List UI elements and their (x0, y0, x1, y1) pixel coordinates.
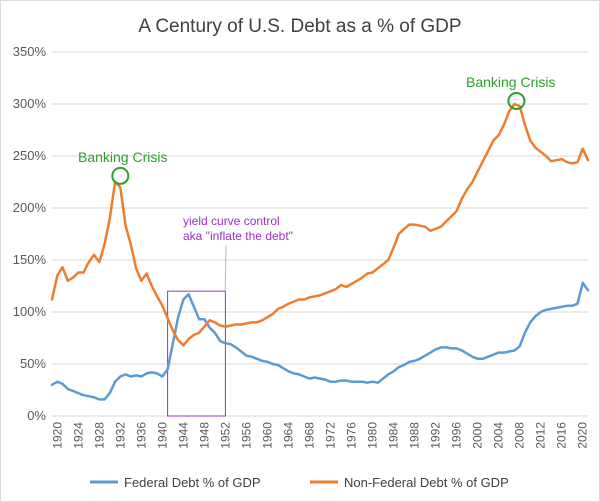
x-tick-label: 1972 (324, 422, 338, 449)
federal-debt-line (50, 281, 590, 401)
x-tick-label: 2012 (534, 422, 548, 449)
annotations: Banking Crisis Banking Crisis yield curve … (78, 74, 555, 292)
annotation-yield-curve-control: yield curve control (183, 214, 280, 228)
x-tick-label: 1920 (50, 422, 64, 449)
x-tick-label: 1960 (260, 422, 274, 449)
x-tick-label: 1952 (218, 422, 232, 449)
crisis-circle-2007 (507, 91, 526, 110)
y-tick-label: 0% (27, 408, 46, 423)
chart-title: A Century of U.S. Debt as a % of GDP (138, 16, 461, 37)
x-axis-labels: 1920 1924 1928 1932 1936 1940 1944 1948 1952 1956… (50, 422, 589, 449)
y-tick-label: 200% (13, 200, 47, 215)
x-tick-label: 1956 (239, 422, 253, 449)
x-tick-label: 1976 (345, 422, 359, 449)
x-tick-label: 2008 (513, 422, 527, 449)
crisis-circle-1932 (111, 166, 130, 185)
x-tick-label: 1996 (450, 422, 464, 449)
y-tick-label: 100% (13, 304, 47, 319)
x-tick-label: 2004 (492, 422, 506, 449)
x-tick-label: 1944 (176, 422, 190, 449)
x-tick-label: 2000 (471, 422, 485, 449)
x-tick-label: 1968 (302, 422, 316, 449)
annotation-pointer (224, 244, 227, 292)
highlight-box-group (167, 290, 226, 417)
legend: Federal Debt % of GDP Non-Federal Debt % … (90, 475, 509, 490)
x-tick-label: 1928 (92, 422, 106, 449)
y-tick-label: 50% (20, 356, 46, 371)
legend-federal-label: Federal Debt % of GDP (124, 475, 261, 490)
annotation-banking-crisis-2007: Banking Crisis (466, 74, 555, 90)
legend-non-federal-label: Non-Federal Debt % of GDP (344, 475, 509, 490)
y-axis-labels: 0% 50% 100% 150% 200% 250% 300% 350% (13, 44, 47, 423)
x-tick-label: 1992 (429, 422, 443, 449)
y-tick-label: 150% (13, 252, 47, 267)
x-tick-label: 1936 (134, 422, 148, 449)
x-tick-label: 1964 (281, 422, 295, 449)
x-tick-label: 1988 (408, 422, 422, 449)
gridlines (52, 51, 588, 417)
y-tick-label: 350% (13, 44, 47, 59)
y-tick-label: 250% (13, 148, 47, 163)
annotation-banking-crisis-1932: Banking Crisis (78, 149, 167, 165)
x-tick-label: 1932 (113, 422, 127, 449)
x-tick-label: 1924 (71, 422, 85, 449)
x-tick-label: 2020 (576, 422, 590, 449)
x-tick-label: 1948 (197, 422, 211, 449)
highlight-box (167, 290, 226, 417)
y-tick-label: 300% (13, 96, 47, 111)
x-tick-label: 1940 (155, 422, 169, 449)
x-tick-label: 1984 (387, 422, 401, 449)
non-federal-debt-line (50, 102, 590, 347)
x-tick-label: 2016 (555, 422, 569, 449)
annotation-inflate-the-debt: aka "inflate the debt" (183, 229, 293, 243)
series-lines (50, 102, 590, 401)
x-tick-label: 1980 (366, 422, 380, 449)
